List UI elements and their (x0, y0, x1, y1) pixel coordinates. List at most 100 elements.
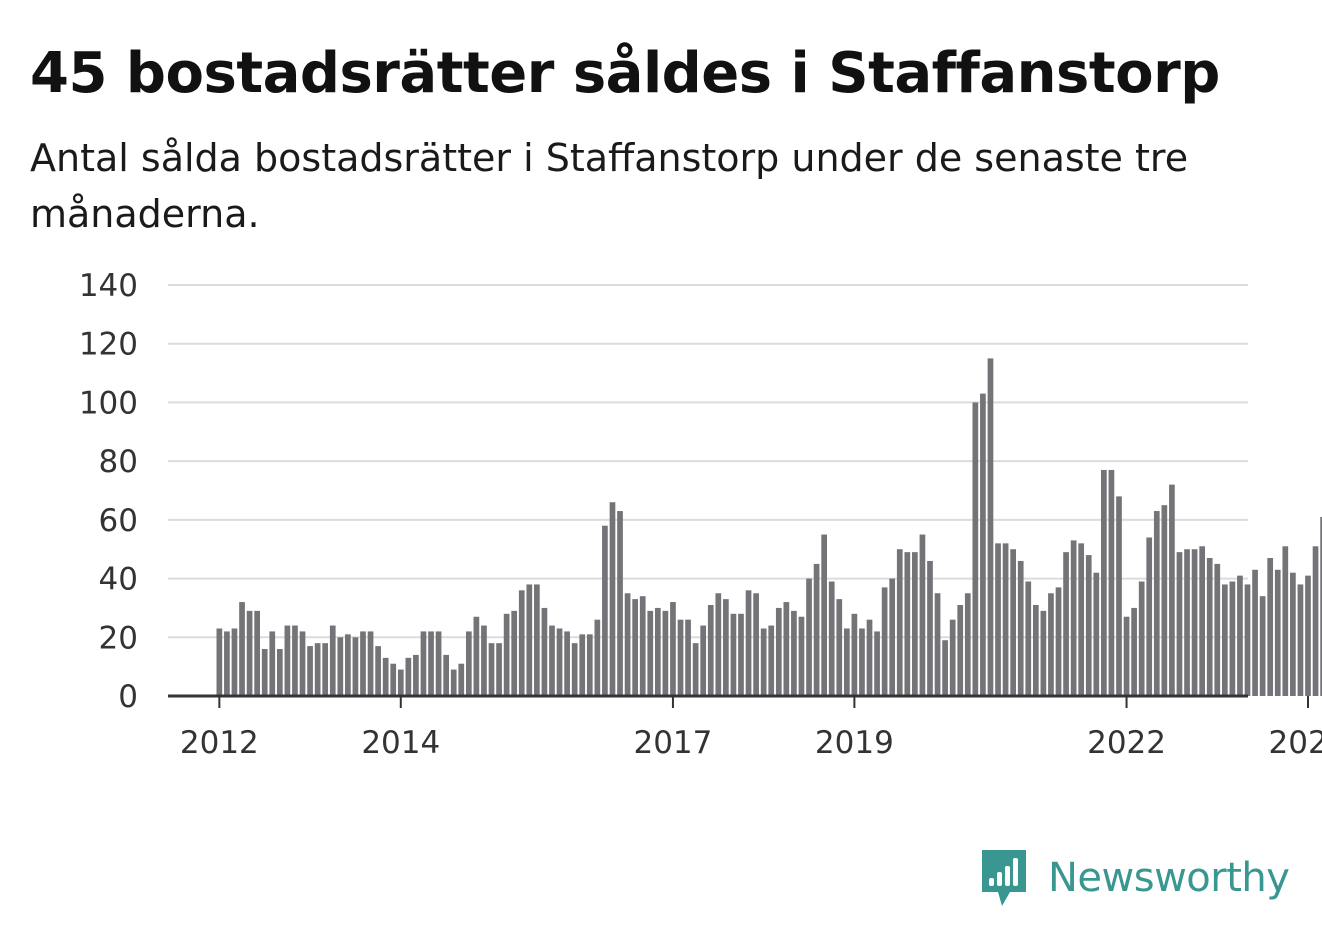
bar (564, 631, 570, 696)
x-tick-label: 2012 (180, 725, 259, 761)
y-tick-label: 60 (99, 503, 138, 539)
bar (1259, 596, 1266, 696)
bar (806, 578, 812, 696)
bar (1131, 607, 1137, 696)
bar (382, 657, 389, 696)
bar (413, 654, 419, 696)
bar (602, 525, 608, 696)
bar (670, 602, 676, 696)
bar (428, 631, 434, 696)
bar (594, 619, 601, 696)
bar (1116, 496, 1122, 696)
bar (866, 619, 873, 696)
bar (647, 610, 654, 696)
bar (843, 628, 850, 696)
bar (617, 511, 623, 696)
bar (1274, 569, 1281, 696)
bar (1123, 616, 1130, 696)
bar (1138, 581, 1145, 696)
bar (246, 610, 253, 696)
bar (957, 604, 964, 696)
x-tick-label: 2017 (633, 725, 712, 761)
bar (760, 628, 767, 696)
bar (775, 607, 782, 696)
bar (609, 502, 616, 696)
bar (307, 646, 313, 696)
bar (692, 643, 699, 696)
y-tick-label: 140 (79, 268, 138, 304)
bar (397, 669, 404, 696)
bar (1032, 604, 1039, 696)
bar (239, 602, 245, 696)
y-tick-label: 100 (79, 385, 138, 421)
x-tick-label: 2019 (815, 725, 894, 761)
bar (276, 649, 283, 696)
brand-logo: Newsworthy (980, 848, 1290, 908)
bar (1214, 563, 1221, 696)
bar (1290, 572, 1296, 696)
bar (904, 552, 911, 696)
bar (322, 643, 329, 696)
bar (1297, 584, 1304, 696)
bar (919, 534, 926, 696)
bar (360, 631, 366, 696)
bar (889, 578, 896, 696)
bar (292, 625, 298, 696)
x-tick-label: 2022 (1087, 725, 1166, 761)
bar (1078, 543, 1085, 696)
bar (1055, 587, 1062, 696)
bar (995, 543, 1001, 696)
bar (261, 649, 268, 696)
page-title: 45 bostadsrätter såldes i Staffanstorp (30, 41, 1220, 106)
bar (329, 625, 336, 696)
y-tick-label: 40 (99, 562, 138, 598)
bar (216, 628, 223, 696)
bar (1237, 575, 1243, 696)
bar (511, 610, 518, 696)
bar (851, 613, 858, 696)
bar (821, 534, 827, 696)
bar (549, 625, 555, 696)
bar (1070, 540, 1077, 696)
bar (435, 631, 442, 696)
bar (1169, 484, 1175, 696)
bar (685, 619, 691, 696)
bar (836, 599, 843, 696)
bar (345, 634, 351, 696)
bar (1252, 569, 1258, 696)
bar (450, 669, 457, 696)
bar (405, 657, 412, 696)
bar (1161, 505, 1168, 696)
y-tick-label: 80 (99, 444, 138, 480)
bar (798, 616, 805, 696)
bar (473, 616, 480, 696)
bar (813, 563, 820, 696)
bar (375, 646, 381, 696)
bar (1101, 469, 1107, 696)
bar (579, 634, 586, 696)
bar (1229, 581, 1236, 696)
bar (352, 637, 359, 696)
bar (1305, 575, 1311, 696)
bar (639, 596, 646, 696)
bar (299, 631, 306, 696)
bar (1153, 511, 1160, 696)
bar (1282, 546, 1289, 696)
bar (269, 631, 276, 696)
bar (503, 613, 510, 696)
bar (715, 593, 722, 696)
bar (1085, 555, 1092, 696)
bar (571, 643, 578, 696)
bar (632, 599, 638, 696)
bar (526, 584, 533, 696)
bar (254, 610, 260, 696)
bar (1146, 537, 1153, 696)
bars (216, 358, 1322, 696)
bar (231, 628, 238, 696)
bar (624, 593, 631, 696)
bar (534, 584, 540, 696)
bar (1244, 584, 1251, 696)
bar (1184, 549, 1190, 696)
bar (496, 643, 502, 696)
